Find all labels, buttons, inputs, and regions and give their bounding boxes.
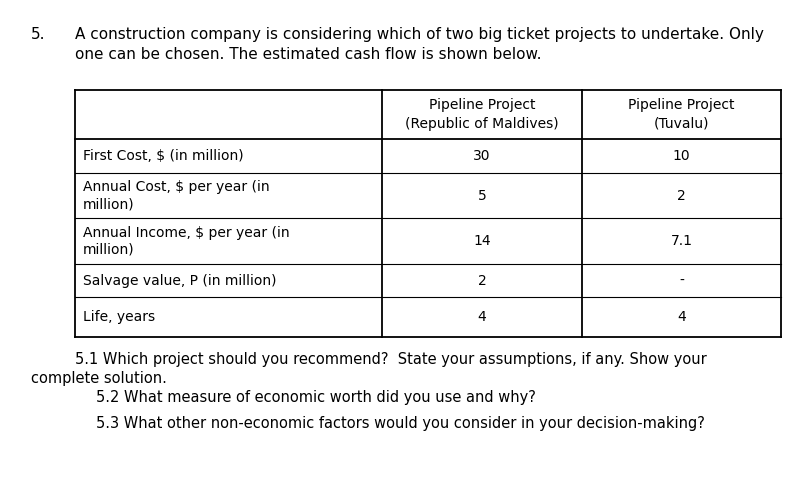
Text: 4: 4 — [477, 310, 486, 324]
Text: Life, years: Life, years — [83, 310, 155, 324]
Text: 4: 4 — [676, 310, 685, 324]
Text: 5.2 What measure of economic worth did you use and why?: 5.2 What measure of economic worth did y… — [96, 390, 535, 405]
Text: 5.: 5. — [31, 27, 45, 42]
Text: 30: 30 — [473, 149, 490, 163]
Text: Annual Cost, $ per year (in
million): Annual Cost, $ per year (in million) — [83, 180, 269, 211]
Text: -: - — [678, 274, 683, 288]
Text: 14: 14 — [473, 234, 490, 248]
Text: one can be chosen. The estimated cash flow is shown below.: one can be chosen. The estimated cash fl… — [75, 47, 541, 62]
Text: 10: 10 — [672, 149, 689, 163]
Text: A construction company is considering which of two big ticket projects to undert: A construction company is considering wh… — [75, 27, 762, 42]
Text: 7.1: 7.1 — [670, 234, 692, 248]
Text: Annual Income, $ per year (in
million): Annual Income, $ per year (in million) — [83, 226, 290, 257]
Text: complete solution.: complete solution. — [31, 371, 166, 386]
Text: First Cost, $ (in million): First Cost, $ (in million) — [83, 149, 243, 163]
Text: 5.1 Which project should you recommend?  State your assumptions, if any. Show yo: 5.1 Which project should you recommend? … — [75, 352, 706, 367]
Text: Salvage value, P (in million): Salvage value, P (in million) — [83, 274, 277, 288]
Text: 5: 5 — [477, 189, 486, 203]
Text: 5.3 What other non-economic factors would you consider in your decision-making?: 5.3 What other non-economic factors woul… — [96, 416, 704, 431]
Text: 2: 2 — [477, 274, 486, 288]
Text: Pipeline Project
(Republic of Maldives): Pipeline Project (Republic of Maldives) — [405, 98, 558, 131]
Text: 2: 2 — [676, 189, 685, 203]
Text: Pipeline Project
(Tuvalu): Pipeline Project (Tuvalu) — [628, 98, 734, 131]
